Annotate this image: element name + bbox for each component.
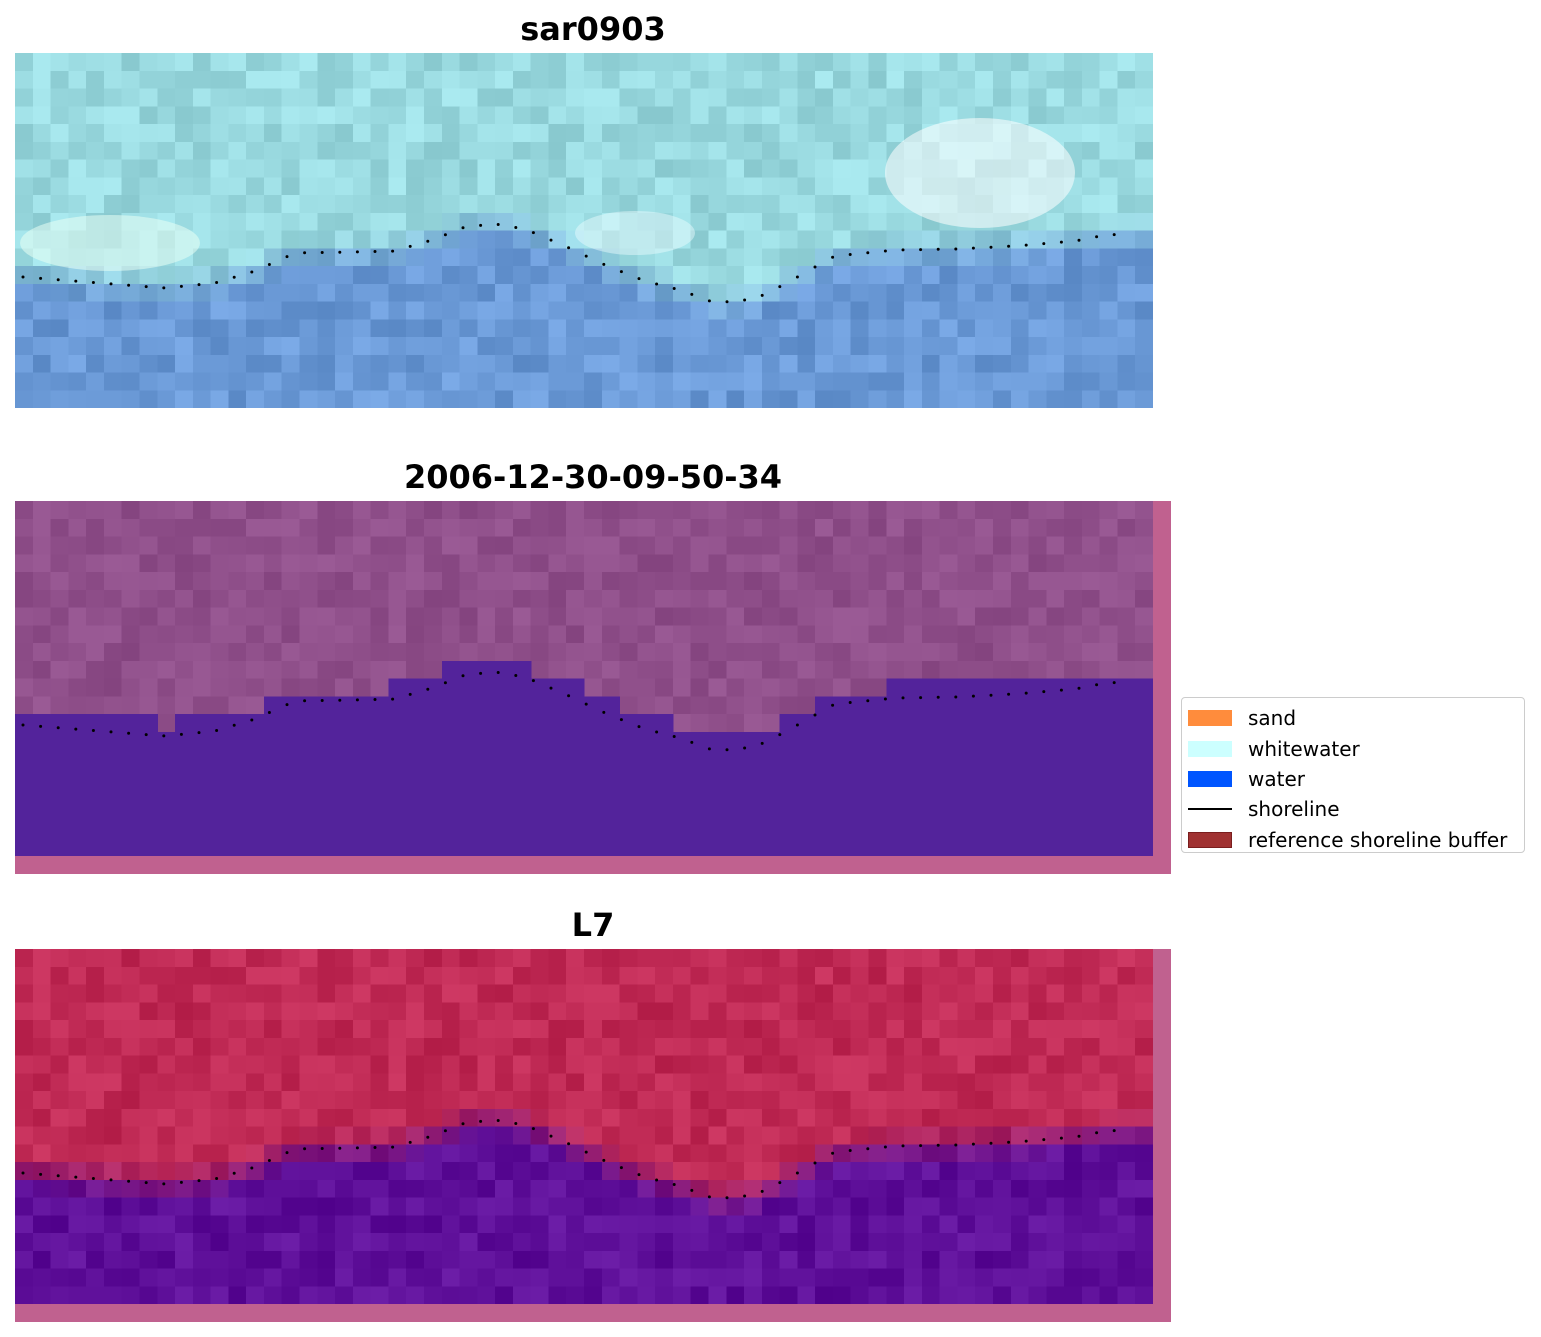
ndwi-image-panel (15, 949, 1171, 1322)
legend-label-shoreline: shoreline (1248, 797, 1340, 822)
panel-title-3: L7 (571, 906, 615, 944)
shoreline-dots (21, 1119, 1116, 1200)
ndwi-image (15, 949, 1171, 1322)
water-class-region (15, 660, 1153, 856)
whitewater-patch-2 (575, 211, 695, 255)
legend-label-sand: sand (1248, 706, 1297, 731)
legend: sand whitewater water shoreline referenc… (1181, 697, 1525, 853)
rgb-image (15, 53, 1153, 408)
panel-title-2: 2006-12-30-09-50-34 (403, 458, 783, 496)
buffer-swatch (1188, 831, 1232, 848)
legend-item-whitewater: whitewater (1188, 733, 1518, 763)
bright-patch (885, 118, 1075, 228)
water-swatch (1188, 770, 1232, 787)
whitewater-swatch (1188, 740, 1232, 757)
legend-item-sand: sand (1188, 703, 1518, 733)
panel-title-1: sar0903 (520, 10, 666, 48)
classification-image-panel (15, 501, 1171, 874)
shoreline-dots (21, 671, 1116, 752)
legend-label-buffer: reference shoreline buffer (1248, 827, 1508, 852)
legend-label-whitewater: whitewater (1248, 736, 1360, 761)
legend-item-water: water (1188, 764, 1518, 794)
classification-image (15, 501, 1171, 874)
legend-item-shoreline: shoreline (1188, 794, 1518, 824)
legend-label-water: water (1248, 766, 1305, 791)
shoreline-swatch (1188, 808, 1232, 811)
sand-swatch (1188, 710, 1232, 727)
pixel-grid (15, 949, 1153, 1304)
legend-item-buffer: reference shoreline buffer (1188, 825, 1518, 855)
rgb-image-panel (15, 53, 1153, 408)
shoreline-dots (21, 223, 1116, 304)
whitewater-patch (20, 215, 200, 271)
